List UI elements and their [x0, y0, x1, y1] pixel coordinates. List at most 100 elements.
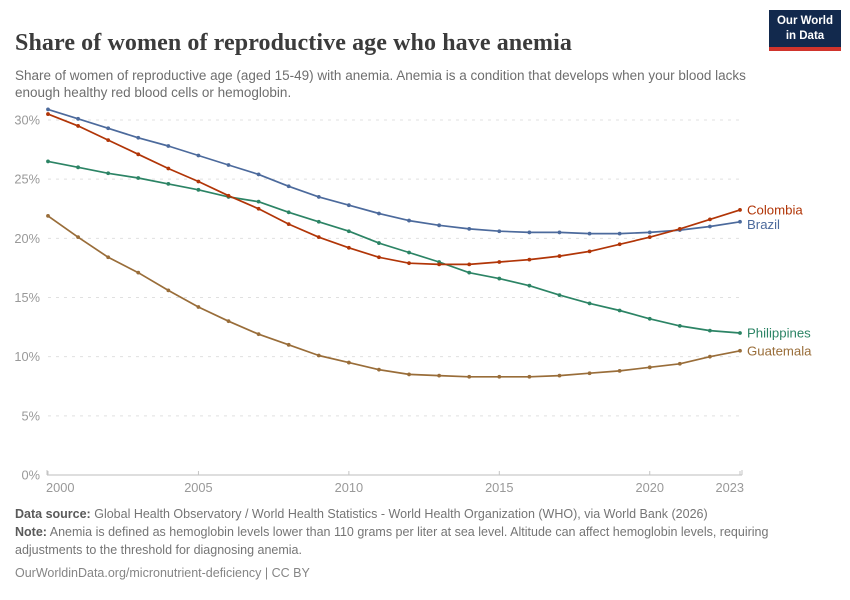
series-line-philippines[interactable]	[47, 160, 741, 334]
series-dot-guatemala	[738, 348, 742, 353]
data-source-label: Data source:	[15, 507, 91, 521]
series-dot-brazil	[587, 231, 592, 236]
series-dot-brazil	[738, 219, 742, 224]
series-dot-philippines	[166, 182, 171, 186]
series-dot-guatemala	[467, 374, 472, 379]
series-line-colombia[interactable]	[47, 113, 741, 266]
series-dot-colombia	[226, 193, 231, 198]
y-tick-label: 10%	[14, 349, 40, 364]
series-dot-philippines	[497, 276, 502, 281]
series-dot-guatemala	[256, 332, 261, 337]
series-dot-philippines	[527, 283, 532, 288]
series-dot-brazil	[316, 195, 321, 199]
series-dot-guatemala	[166, 288, 171, 293]
series-dot-brazil	[226, 163, 231, 167]
series-dot-colombia	[346, 245, 351, 250]
series-dot-philippines	[286, 210, 291, 215]
series-dot-colombia	[467, 262, 472, 267]
x-tick-label: 2015	[485, 480, 513, 495]
series-dot-philippines	[407, 250, 411, 255]
series-dot-philippines	[738, 331, 742, 335]
series-dot-brazil	[557, 230, 562, 235]
series-dot-colombia	[647, 235, 652, 240]
series-dot-philippines	[557, 293, 562, 298]
series-dot-philippines	[708, 328, 712, 333]
series-dot-guatemala	[226, 319, 231, 324]
series-dot-guatemala	[407, 372, 411, 377]
y-tick-label: 25%	[14, 172, 40, 187]
chart-footer: Data source: Global Health Observatory /…	[15, 506, 837, 583]
note-line: Note: Anemia is defined as hemoglobin le…	[15, 524, 837, 560]
series-dot-colombia	[136, 152, 141, 157]
series-dot-brazil	[346, 203, 351, 208]
series-dot-brazil	[647, 230, 652, 235]
series-line-guatemala[interactable]	[47, 215, 741, 378]
series-dot-guatemala	[106, 255, 111, 260]
series-dot-brazil	[407, 218, 411, 223]
series-dot-brazil	[106, 126, 111, 131]
series-dot-philippines	[316, 219, 321, 224]
series-dot-colombia	[708, 217, 712, 222]
series-dot-brazil	[136, 135, 141, 140]
series-label-colombia[interactable]: Colombia	[747, 202, 803, 217]
series-dot-colombia	[557, 254, 562, 258]
series-label-guatemala[interactable]: Guatemala	[747, 343, 812, 358]
series-dot-brazil	[377, 211, 381, 216]
note-text: Anemia is defined as hemoglobin levels l…	[15, 524, 769, 557]
y-tick-label: 20%	[14, 231, 40, 246]
owid-logo[interactable]: Our World in Data	[769, 10, 841, 51]
series-dot-colombia	[437, 262, 442, 267]
note-label: Note:	[15, 524, 47, 539]
y-tick-label: 0%	[22, 468, 41, 483]
citation-link[interactable]: OurWorldinData.org/micronutrient-deficie…	[15, 566, 310, 581]
series-dot-colombia	[527, 257, 532, 262]
y-tick-label: 30%	[14, 113, 40, 128]
series-dot-colombia	[106, 138, 111, 143]
series-dot-brazil	[708, 224, 712, 229]
series-dot-brazil	[617, 231, 622, 236]
series-dot-guatemala	[437, 373, 442, 378]
series-dot-colombia	[196, 179, 201, 184]
series-dot-guatemala	[617, 368, 622, 373]
series-dot-philippines	[587, 301, 592, 306]
series-dot-guatemala	[346, 360, 351, 365]
owid-logo-text-line2: in Data	[785, 29, 825, 42]
chart-subtitle: Share of women of reproductive age (aged…	[15, 67, 746, 101]
series-dot-guatemala	[46, 213, 50, 218]
series-dot-guatemala	[196, 305, 201, 309]
series-dot-philippines	[256, 199, 261, 204]
series-dot-brazil	[286, 184, 291, 189]
series-dot-philippines	[677, 324, 682, 328]
series-dot-brazil	[166, 144, 171, 148]
series-dot-colombia	[587, 249, 592, 254]
series-line-brazil[interactable]	[47, 108, 741, 235]
series-dot-colombia	[617, 242, 622, 247]
series-dot-philippines	[617, 308, 622, 313]
series-dot-guatemala	[497, 374, 502, 379]
series-dot-brazil	[437, 223, 442, 228]
series-dot-guatemala	[677, 361, 682, 366]
series-dot-brazil	[256, 172, 261, 177]
line-chart-svg[interactable]: 0% 5% 10% 15% 20% 25% 30% 2000 2005 2010 2015 2020 2…	[0, 0, 850, 505]
series-dot-guatemala	[557, 373, 562, 378]
series-dot-guatemala	[316, 353, 321, 358]
series-dot-guatemala	[708, 354, 712, 359]
series-dot-brazil	[76, 116, 80, 121]
series-dot-philippines	[106, 171, 111, 176]
x-tick-label: 2023	[716, 480, 744, 495]
series-dot-brazil	[527, 230, 532, 235]
series-dot-colombia	[166, 166, 171, 171]
series-dot-philippines	[76, 165, 80, 170]
x-tick-label: 2020	[636, 480, 664, 495]
series-label-philippines[interactable]: Philippines	[747, 326, 811, 341]
series-dot-philippines	[136, 176, 141, 180]
series-dot-colombia	[46, 112, 50, 116]
owid-logo-text-line1: Our World	[776, 15, 833, 28]
series-label-brazil[interactable]: Brazil	[747, 217, 780, 232]
series-dot-guatemala	[587, 371, 592, 376]
series-dot-guatemala	[647, 365, 652, 370]
series-dot-brazil	[196, 153, 201, 158]
chart-title: Share of women of reproductive age who h…	[15, 30, 572, 57]
series-dot-colombia	[497, 260, 502, 264]
y-tick-label: 5%	[22, 408, 41, 423]
